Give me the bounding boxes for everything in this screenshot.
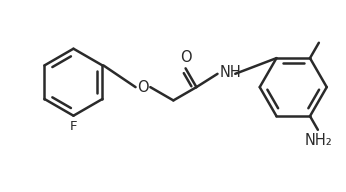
- Text: O: O: [137, 80, 148, 95]
- Text: F: F: [70, 120, 77, 133]
- Text: NH₂: NH₂: [305, 133, 333, 148]
- Text: O: O: [180, 50, 191, 65]
- Text: NH: NH: [219, 65, 241, 80]
